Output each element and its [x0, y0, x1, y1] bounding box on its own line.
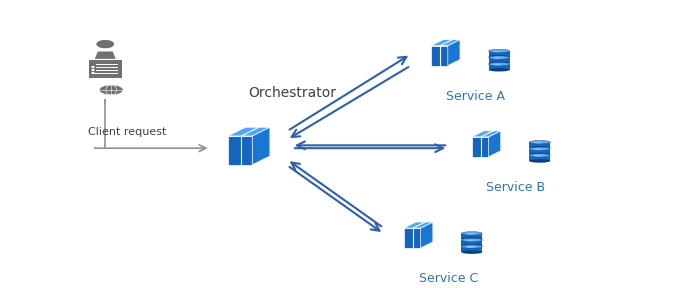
Ellipse shape — [530, 147, 550, 150]
Ellipse shape — [494, 51, 501, 52]
Ellipse shape — [462, 244, 482, 247]
Text: Service C: Service C — [418, 272, 478, 285]
Ellipse shape — [466, 233, 474, 235]
Polygon shape — [431, 46, 448, 66]
Polygon shape — [95, 52, 115, 59]
Ellipse shape — [534, 149, 542, 150]
Ellipse shape — [462, 238, 482, 242]
Ellipse shape — [466, 240, 474, 241]
Polygon shape — [462, 233, 482, 239]
Polygon shape — [489, 58, 509, 63]
Ellipse shape — [462, 237, 482, 241]
Polygon shape — [228, 127, 270, 136]
Ellipse shape — [489, 62, 509, 65]
Text: Service A: Service A — [446, 90, 504, 103]
Polygon shape — [89, 60, 122, 78]
Ellipse shape — [489, 49, 509, 53]
Ellipse shape — [530, 141, 550, 144]
Ellipse shape — [462, 232, 482, 235]
Polygon shape — [472, 131, 500, 137]
Ellipse shape — [534, 142, 542, 143]
Polygon shape — [472, 137, 488, 157]
Ellipse shape — [530, 153, 550, 156]
Polygon shape — [228, 136, 253, 165]
Text: Service B: Service B — [486, 181, 546, 194]
Circle shape — [99, 85, 123, 95]
Ellipse shape — [489, 68, 509, 71]
Polygon shape — [530, 155, 550, 161]
Text: Orchestrator: Orchestrator — [248, 86, 336, 100]
Polygon shape — [404, 228, 420, 248]
Polygon shape — [489, 64, 509, 70]
Ellipse shape — [530, 154, 550, 157]
Polygon shape — [420, 222, 433, 248]
Ellipse shape — [466, 246, 474, 248]
Polygon shape — [404, 222, 433, 228]
Ellipse shape — [489, 62, 509, 66]
Polygon shape — [530, 142, 550, 148]
Polygon shape — [489, 51, 509, 57]
Polygon shape — [530, 149, 550, 154]
Ellipse shape — [534, 155, 542, 157]
Ellipse shape — [489, 56, 509, 59]
Text: Client request: Client request — [88, 127, 166, 137]
Ellipse shape — [494, 57, 501, 59]
Ellipse shape — [530, 159, 550, 163]
Ellipse shape — [462, 251, 482, 254]
Polygon shape — [253, 127, 270, 165]
Polygon shape — [448, 40, 460, 66]
Polygon shape — [462, 240, 482, 246]
Polygon shape — [431, 40, 460, 46]
Ellipse shape — [489, 55, 509, 58]
Circle shape — [97, 41, 113, 48]
Ellipse shape — [530, 146, 550, 149]
Ellipse shape — [494, 64, 501, 65]
Ellipse shape — [462, 245, 482, 248]
Polygon shape — [462, 247, 482, 252]
Polygon shape — [488, 131, 500, 157]
